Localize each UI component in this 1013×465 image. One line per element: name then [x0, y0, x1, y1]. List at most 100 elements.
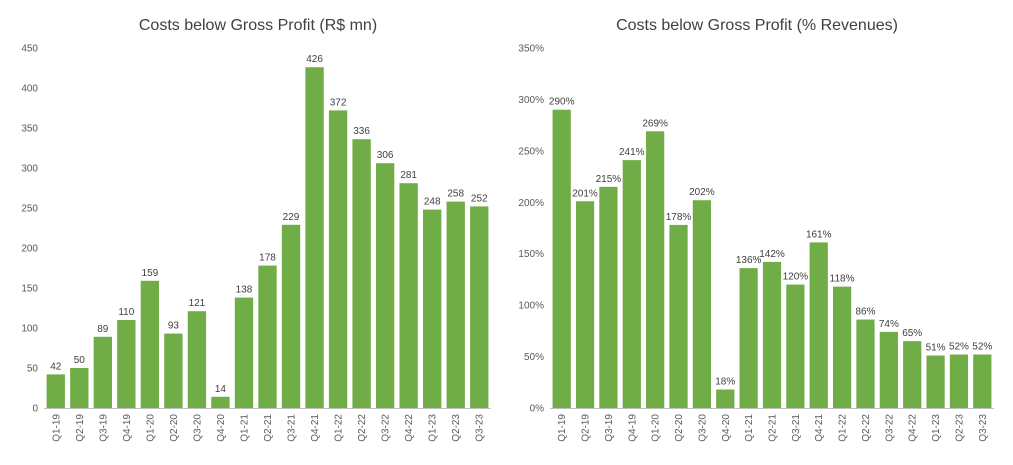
x-tick-label: Q1-20 — [145, 414, 156, 442]
data-labels: 290% 201% 215% 241% 269% 178% 202% 18% 136%142% 1… — [549, 97, 993, 388]
bar-q3-21 — [281, 224, 301, 408]
data-label: 136% — [736, 255, 762, 266]
x-tick-label: Q4-19 — [122, 414, 133, 442]
bar-q1-22 — [328, 110, 348, 409]
data-label: 290% — [549, 97, 575, 108]
chart-costs-pct-revenues: Costs below Gross Profit (% Revenues) 0%… — [518, 17, 994, 442]
y-tick-label: 100% — [518, 301, 544, 312]
data-label: 258 — [447, 189, 464, 200]
data-label: 50 — [74, 355, 86, 366]
bar-q4-19 — [117, 320, 136, 408]
x-tick-label: Q2-19 — [581, 414, 592, 442]
y-tick-label: 200 — [21, 244, 38, 255]
x-tick-label: Q3-20 — [192, 414, 203, 442]
x-tick-label: Q4-22 — [908, 414, 919, 442]
data-label: 42 — [50, 361, 62, 372]
x-tick-label: Q4-20 — [216, 414, 227, 442]
x-tick-label: Q4-19 — [627, 414, 638, 442]
bar-q3-19 — [599, 186, 618, 408]
y-tick-label: 200% — [518, 198, 544, 209]
chart-costs-rs-mn: Costs below Gross Profit (R$ mn) 0 50 100 1… — [21, 17, 491, 442]
x-tick-label: Q3-21 — [791, 414, 802, 442]
bar-q3-22 — [879, 331, 898, 408]
data-label: 281 — [400, 170, 417, 181]
data-label: 110 — [118, 307, 134, 318]
y-tick-label: 350% — [518, 44, 544, 55]
data-label: 202% — [689, 187, 715, 198]
x-tick-label: Q1-22 — [838, 414, 849, 442]
x-tick-label: Q4-21 — [310, 414, 321, 442]
y-tick-label: 50% — [524, 352, 544, 363]
bar-q1-22 — [832, 286, 852, 408]
x-tick-label: Q3-19 — [98, 414, 109, 442]
bar-q3-21 — [786, 284, 805, 408]
x-tick-label: Q1-20 — [651, 414, 662, 442]
x-tick-label: Q3-22 — [381, 414, 392, 442]
bars — [552, 109, 992, 409]
x-tick-label: Q3-23 — [978, 414, 989, 442]
data-label: 18% — [715, 376, 735, 387]
data-label: 201% — [572, 188, 598, 199]
bar-q1-23 — [926, 355, 945, 408]
x-tick-label: Q4-22 — [404, 414, 415, 442]
x-tick-label: Q4-20 — [721, 414, 732, 442]
x-tick-label: Q2-20 — [169, 414, 180, 442]
data-label: 65% — [902, 328, 922, 339]
data-label: 178% — [666, 212, 692, 223]
data-label: 52% — [972, 342, 992, 353]
y-tick-label: 400 — [21, 84, 38, 95]
data-label: 138 — [236, 285, 253, 296]
x-tick-label: Q3-19 — [604, 414, 615, 442]
x-axis-ticks: Q1-19 Q2-19 Q3-19 Q4-19 Q1-20 Q2-20 Q3-20 Q4-20… — [557, 414, 989, 442]
bar-q2-22 — [856, 319, 875, 408]
data-label: 248 — [424, 197, 441, 208]
y-tick-label: 250 — [21, 204, 38, 215]
bar-q2-19 — [70, 368, 89, 408]
bar-q2-20 — [669, 224, 688, 408]
y-tick-label: 250% — [518, 146, 544, 157]
data-label: 159 — [142, 268, 159, 279]
data-label: 74% — [879, 319, 899, 330]
x-tick-label: Q3-21 — [287, 414, 298, 442]
bar-q1-19 — [552, 109, 571, 408]
data-label: 426 — [306, 54, 323, 65]
x-tick-label: Q4-21 — [814, 414, 825, 442]
data-label: 161% — [806, 229, 832, 240]
x-tick-label: Q3-20 — [697, 414, 708, 442]
data-labels: 42 50 89 110 159 93 121 14 138 178 229 426 372 336 306… — [50, 54, 488, 395]
x-tick-label: Q1-23 — [428, 414, 439, 442]
data-label: 89 — [97, 324, 109, 335]
data-label: 14 — [215, 384, 227, 395]
bar-q1-20 — [646, 131, 665, 409]
bar-q1-19 — [46, 374, 65, 408]
bar-q2-21 — [762, 261, 782, 408]
bar-q3-22 — [375, 163, 395, 408]
data-label: 336 — [353, 126, 370, 137]
bar-q4-19 — [622, 160, 641, 408]
y-tick-label: 150% — [518, 249, 544, 260]
bar-q3-23 — [973, 354, 992, 408]
x-tick-label: Q1-21 — [744, 414, 755, 442]
y-tick-label: 350 — [21, 124, 38, 135]
data-label: 252 — [471, 193, 488, 204]
bar-q4-21 — [809, 242, 828, 408]
chart-title: Costs below Gross Profit (R$ mn) — [139, 17, 377, 34]
x-tick-label: Q3-22 — [884, 414, 895, 442]
chart-title: Costs below Gross Profit (% Revenues) — [616, 17, 898, 34]
x-tick-label: Q1-19 — [51, 414, 62, 442]
bar-q2-19 — [575, 201, 595, 408]
y-tick-label: 150 — [21, 284, 38, 295]
data-label: 178 — [259, 253, 276, 264]
data-label: 215% — [596, 174, 622, 185]
bar-q4-20 — [716, 389, 735, 408]
y-tick-label: 0% — [530, 404, 545, 415]
data-label: 372 — [330, 97, 347, 108]
bar-q4-22 — [903, 341, 922, 408]
bar-q2-23 — [446, 201, 465, 408]
bar-q2-21 — [258, 265, 277, 408]
y-tick-label: 50 — [27, 364, 39, 375]
data-label: 121 — [189, 298, 206, 309]
bar-q3-23 — [470, 206, 489, 408]
x-tick-label: Q1-19 — [557, 414, 568, 442]
